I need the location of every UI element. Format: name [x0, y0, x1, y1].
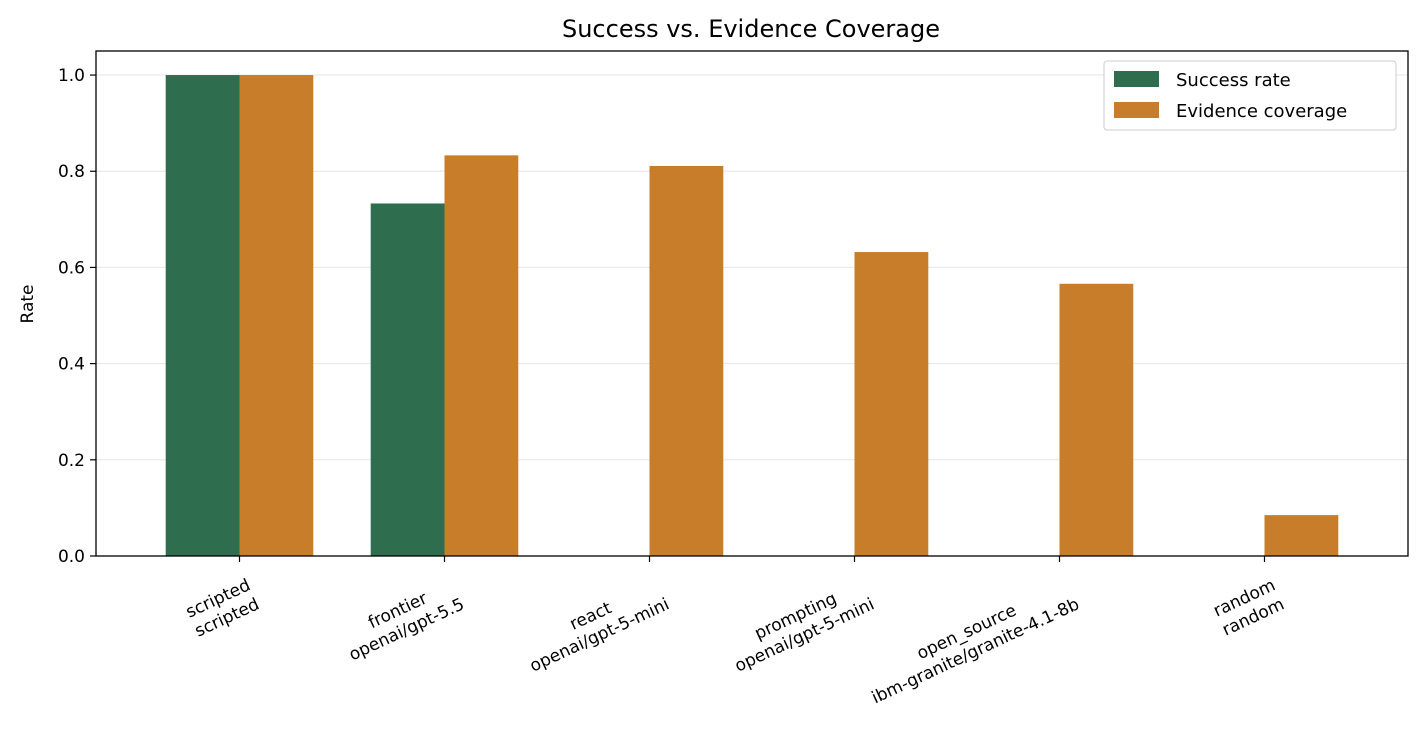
x-tick-label: randomrandom [1210, 575, 1287, 640]
chart-title: Success vs. Evidence Coverage [562, 15, 940, 43]
bar-success-rate [165, 75, 240, 557]
x-axis: scriptedscripted frontieropenai/gpt-5.5 re… [183, 556, 1287, 708]
x-tick-label: scriptedscripted [183, 575, 263, 641]
legend: Success rate Evidence coverage [1103, 60, 1397, 131]
bar-evidence-coverage [854, 252, 929, 557]
legend-swatch-success-rate [1114, 71, 1159, 87]
bar-evidence-coverage [1264, 515, 1339, 556]
y-tick-label: 0.6 [58, 258, 85, 278]
x-tick-label: open_sourceibm-granite/granite-4.1-8b [860, 575, 1083, 708]
y-tick-label: 0.8 [58, 162, 85, 182]
y-tick-label: 1.0 [58, 66, 85, 86]
legend-label-evidence-coverage: Evidence coverage [1176, 101, 1347, 122]
bars [165, 75, 1339, 557]
x-tick-label: promptingopenai/gpt-5-mini [723, 575, 878, 676]
y-axis: 0.0 0.2 0.4 0.6 0.8 1.0 [58, 66, 96, 567]
y-axis-label: Rate [18, 285, 38, 324]
y-tick-label: 0.0 [58, 547, 85, 567]
x-tick-label-line: ibm-granite/granite-4.1-8b [869, 594, 1083, 708]
bar-success-rate [370, 203, 445, 556]
legend-label-success-rate: Success rate [1176, 70, 1291, 91]
bar-evidence-coverage [239, 75, 314, 557]
x-tick-label: reactopenai/gpt-5-mini [518, 575, 673, 676]
plot-frame [95, 50, 1409, 557]
bar-evidence-coverage [1059, 283, 1134, 556]
bar-evidence-coverage [444, 155, 519, 556]
y-tick-label: 0.2 [58, 451, 85, 471]
legend-swatch-evidence-coverage [1114, 102, 1159, 118]
legend-box [1103, 60, 1397, 131]
bar-evidence-coverage [649, 165, 724, 556]
x-tick-label: frontieropenai/gpt-5.5 [337, 575, 467, 665]
y-tick-label: 0.4 [58, 355, 85, 375]
